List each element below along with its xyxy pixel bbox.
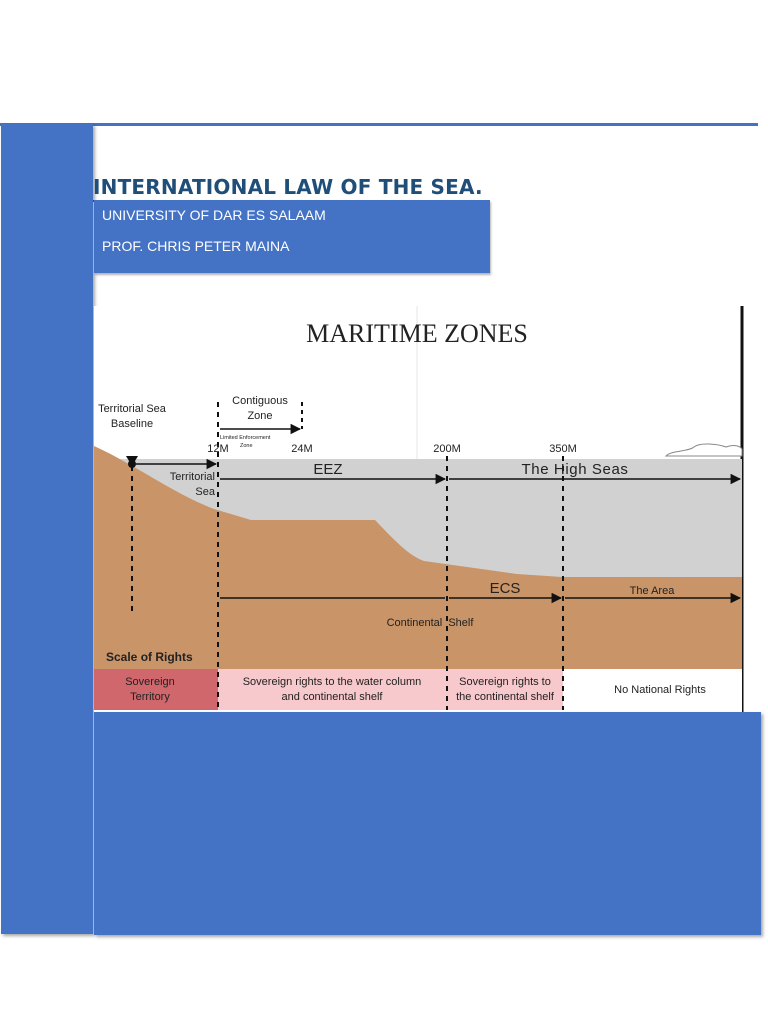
cloud-icon bbox=[664, 443, 743, 457]
top-rule bbox=[0, 123, 758, 126]
territorial-label-line2: Sea bbox=[195, 486, 215, 498]
institution-name: UNIVERSITY OF DAR ES SALAAM bbox=[102, 207, 326, 223]
document-title: INTERNATIONAL LAW OF THE SEA. bbox=[93, 175, 483, 199]
continental-shelf-label: Continental Shelf bbox=[387, 617, 475, 629]
no-rights-cell bbox=[563, 669, 742, 710]
mark-12m: 12M bbox=[207, 443, 228, 455]
contiguous-label-line1: Contiguous bbox=[232, 395, 288, 407]
rights-2-line1: Sovereign rights to the water column bbox=[243, 676, 422, 688]
rights-3-line1: Sovereign rights to bbox=[459, 676, 551, 688]
seabed-profile bbox=[94, 446, 742, 669]
rights-4-line1: No National Rights bbox=[614, 684, 706, 696]
limited-label-line2: Zone bbox=[240, 443, 253, 449]
rights-1-line2: Territory bbox=[130, 691, 170, 703]
contiguous-label-line2: Zone bbox=[247, 410, 272, 422]
sovereign-territory-cell bbox=[94, 669, 218, 710]
territorial-label-line1: Territorial bbox=[170, 471, 215, 483]
scale-of-rights-label: Scale of Rights bbox=[106, 650, 193, 664]
high-seas-label: The High Seas bbox=[521, 461, 628, 478]
mark-200m: 200M bbox=[433, 443, 461, 455]
shelf-rights-cell bbox=[447, 669, 563, 710]
limited-label-line1: Limited Enforcement bbox=[220, 435, 271, 441]
baseline-marker-icon bbox=[126, 456, 138, 466]
bottom-color-block bbox=[94, 712, 761, 935]
figure-heading: MARITIME ZONES bbox=[306, 319, 528, 348]
eez-label: EEZ bbox=[313, 461, 342, 478]
ecs-label: ECS bbox=[490, 580, 521, 597]
area-label: The Area bbox=[630, 585, 676, 597]
maritime-zones-figure: MARITIME ZONES Territorial Sea Baseline … bbox=[94, 306, 745, 712]
rights-2-line2: and continental shelf bbox=[282, 691, 384, 703]
baseline-label-line1: Territorial Sea bbox=[98, 403, 167, 415]
info-box: UNIVERSITY OF DAR ES SALAAM PROF. CHRIS … bbox=[94, 200, 490, 273]
author-name: PROF. CHRIS PETER MAINA bbox=[102, 238, 290, 254]
mark-350m: 350M bbox=[549, 443, 577, 455]
baseline-label-line2: Baseline bbox=[111, 418, 153, 430]
maritime-zones-diagram: MARITIME ZONES Territorial Sea Baseline … bbox=[94, 306, 744, 712]
mark-24m: 24M bbox=[291, 443, 312, 455]
left-accent-bar bbox=[1, 124, 93, 934]
water-column-rights-cell bbox=[218, 669, 447, 710]
rights-3-line2: the continental shelf bbox=[456, 691, 555, 703]
rights-1-line1: Sovereign bbox=[125, 676, 175, 688]
